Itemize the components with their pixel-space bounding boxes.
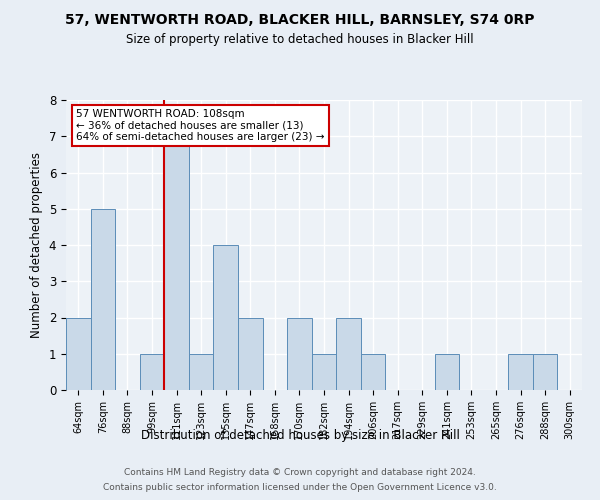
Bar (508, 354, 533, 390)
Text: Contains public sector information licensed under the Open Government Licence v3: Contains public sector information licen… (103, 483, 497, 492)
Bar (189, 354, 214, 390)
Text: 57, WENTWORTH ROAD, BLACKER HILL, BARNSLEY, S74 0RP: 57, WENTWORTH ROAD, BLACKER HILL, BARNSL… (65, 12, 535, 26)
Text: 57 WENTWORTH ROAD: 108sqm
← 36% of detached houses are smaller (13)
64% of semi-: 57 WENTWORTH ROAD: 108sqm ← 36% of detac… (76, 108, 325, 142)
Bar (238, 318, 263, 390)
Bar (214, 245, 238, 390)
Text: Size of property relative to detached houses in Blacker Hill: Size of property relative to detached ho… (126, 32, 474, 46)
Bar (140, 354, 164, 390)
Bar (434, 354, 459, 390)
Bar (91, 209, 115, 390)
Bar (361, 354, 385, 390)
Bar (164, 136, 189, 390)
Bar (336, 318, 361, 390)
Bar (66, 318, 91, 390)
Bar (312, 354, 336, 390)
Text: Distribution of detached houses by size in Blacker Hill: Distribution of detached houses by size … (140, 428, 460, 442)
Y-axis label: Number of detached properties: Number of detached properties (30, 152, 43, 338)
Text: Contains HM Land Registry data © Crown copyright and database right 2024.: Contains HM Land Registry data © Crown c… (124, 468, 476, 477)
Bar (533, 354, 557, 390)
Bar (287, 318, 312, 390)
